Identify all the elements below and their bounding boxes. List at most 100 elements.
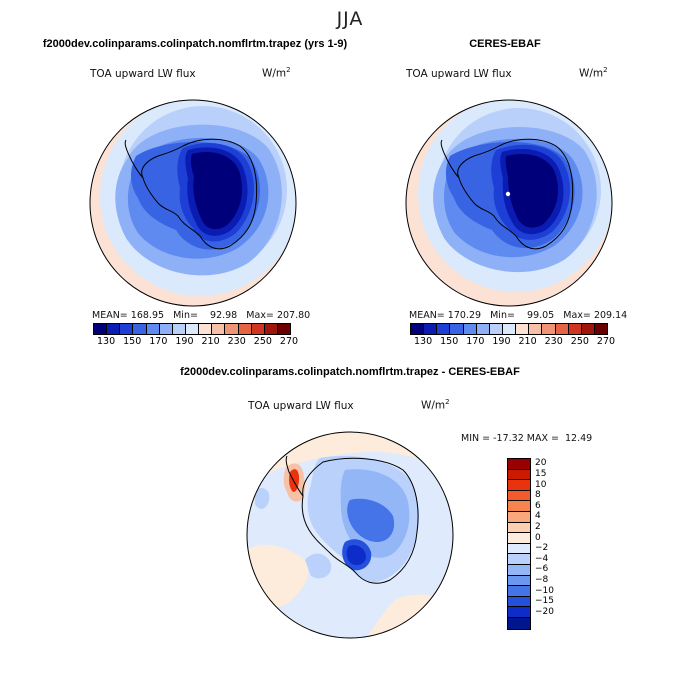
model-colorbar-tick-label: 190 bbox=[175, 336, 194, 347]
model-colorbar-swatch-0 bbox=[94, 324, 108, 334]
diff-colorbar-swatch-7 bbox=[508, 533, 530, 544]
obs-subtitle: TOA upward LW flux bbox=[406, 68, 512, 80]
diff-colorbar-swatch-13 bbox=[508, 596, 530, 608]
diff-neg-southwest bbox=[305, 553, 332, 579]
obs-colorbar-swatch-9 bbox=[529, 324, 543, 334]
model-colorbar-swatch-11 bbox=[238, 324, 252, 334]
diff-units: W/m2 bbox=[421, 398, 450, 412]
model-colorbar-tick-label: 130 bbox=[96, 336, 116, 347]
obs-colorbar-swatch-0 bbox=[411, 324, 425, 334]
diff-colorbar-swatch-6 bbox=[508, 522, 530, 534]
diff-colorbar-tick-label: −4 bbox=[535, 553, 549, 564]
model-colorbar-tick-label: 170 bbox=[149, 336, 168, 347]
obs-min-marker bbox=[505, 191, 511, 197]
diff-colorbar-tick-label: −8 bbox=[535, 574, 549, 585]
obs-polar-map bbox=[405, 99, 613, 307]
obs-colorbar-tick-label: 250 bbox=[570, 336, 589, 347]
obs-colorbar-swatch-5 bbox=[476, 324, 490, 334]
diff-colorbar-swatch-9 bbox=[508, 554, 530, 565]
obs-colorbar-ticks: 130 150 170 190 210 230 250 270 bbox=[410, 336, 615, 350]
diff-colorbar-swatch-15 bbox=[508, 617, 530, 629]
model-panel-title: f2000dev.colinparams.colinpatch.nomflrtm… bbox=[42, 38, 348, 50]
obs-colorbar-swatch-11 bbox=[555, 324, 569, 334]
obs-contour-120 bbox=[505, 154, 559, 228]
obs-colorbar-tick-label: 150 bbox=[440, 336, 459, 347]
obs-map-border bbox=[405, 99, 613, 307]
obs-colorbar-tick-label: 170 bbox=[466, 336, 485, 347]
model-colorbar-swatch-7 bbox=[185, 324, 200, 334]
model-colorbar-swatch-5 bbox=[159, 324, 173, 334]
obs-colorbar-tick-label: 130 bbox=[413, 336, 433, 347]
diff-colorbar-swatch-5 bbox=[508, 511, 530, 523]
model-colorbar-tick-label: 270 bbox=[279, 336, 299, 347]
model-colorbar bbox=[93, 323, 291, 335]
diff-colorbar-tick-label: −6 bbox=[535, 564, 549, 575]
model-colorbar-swatch-12 bbox=[251, 324, 265, 334]
model-colorbar-tick-label: 150 bbox=[123, 336, 142, 347]
model-colorbar-swatch-1 bbox=[107, 324, 121, 334]
diff-colorbar-tick-label: 8 bbox=[535, 490, 541, 501]
obs-colorbar-swatch-13 bbox=[581, 324, 595, 334]
model-units: W/m2 bbox=[262, 66, 291, 80]
diff-colorbar-ticks: 20 15 10 8 6 4 2 0 −2 −4 −6 −8 −10 −15 −20 bbox=[535, 458, 575, 630]
diff-peninsula-coastline bbox=[285, 455, 304, 497]
diff-colorbar-tick-label: 15 bbox=[535, 468, 547, 479]
diff-colorbar-tick-label: −2 bbox=[535, 543, 549, 554]
figure-title: JJA bbox=[336, 8, 364, 30]
model-peninsula-coastline bbox=[124, 139, 144, 179]
model-contour-120 bbox=[190, 152, 243, 230]
obs-colorbar-swatch-6 bbox=[489, 324, 503, 334]
diff-antarctica-coastline bbox=[301, 457, 419, 584]
diff-colorbar-swatch-8 bbox=[508, 543, 530, 555]
diff-colorbar-tick-label: 10 bbox=[535, 479, 547, 490]
diff-neg-west bbox=[255, 488, 270, 509]
obs-colorbar-swatch-14 bbox=[594, 324, 608, 334]
model-colorbar-tick-label: 250 bbox=[253, 336, 272, 347]
diff-subtitle: TOA upward LW flux bbox=[248, 400, 354, 412]
model-stats: MEAN= 168.95 Min= 92.98 Max= 207.80 bbox=[92, 310, 311, 321]
obs-units: W/m2 bbox=[579, 66, 608, 80]
diff-colorbar-swatch-10 bbox=[508, 564, 530, 576]
obs-colorbar-tick-label: 190 bbox=[492, 336, 511, 347]
diff-colorbar-tick-label: 6 bbox=[535, 500, 541, 511]
diff-colorbar-swatch-3 bbox=[508, 490, 530, 502]
diff-colorbar-tick-label: −10 bbox=[535, 585, 554, 596]
diff-polar-map bbox=[246, 431, 454, 639]
diff-colorbar-tick-label: 2 bbox=[535, 521, 541, 532]
diff-colorbar-tick-label: 20 bbox=[535, 458, 547, 469]
model-colorbar-tick-label: 210 bbox=[201, 336, 220, 347]
model-colorbar-swatch-10 bbox=[225, 324, 239, 334]
obs-peninsula-coastline bbox=[440, 139, 460, 179]
diff-stats: MIN = -17.32 MAX = 12.49 bbox=[461, 433, 593, 444]
obs-colorbar bbox=[410, 323, 608, 335]
model-colorbar-tick-label: 230 bbox=[227, 336, 246, 347]
model-colorbar-swatch-2 bbox=[120, 324, 134, 334]
diff-min-ross bbox=[346, 545, 366, 566]
model-colorbar-swatch-6 bbox=[172, 324, 186, 334]
model-colorbar-swatch-4 bbox=[146, 324, 160, 334]
obs-colorbar-tick-label: 230 bbox=[544, 336, 563, 347]
model-subtitle: TOA upward LW flux bbox=[90, 68, 196, 80]
obs-stats: MEAN= 170.29 Min= 99.05 Max= 209.14 bbox=[409, 310, 628, 321]
diff-colorbar-swatch-4 bbox=[508, 501, 530, 512]
model-colorbar-ticks: 130 150 170 190 210 230 250 270 bbox=[93, 336, 298, 350]
diff-colorbar bbox=[507, 458, 531, 630]
diff-colorbar-tick-label: −15 bbox=[535, 596, 554, 607]
diff-colorbar-swatch-11 bbox=[508, 575, 530, 587]
model-polar-map bbox=[89, 99, 297, 307]
diff-colorbar-swatch-2 bbox=[508, 480, 530, 491]
diff-colorbar-tick-label: 4 bbox=[535, 511, 541, 522]
diff-panel-title: f2000dev.colinparams.colinpatch.nomflrtm… bbox=[180, 366, 520, 378]
diff-map-border bbox=[246, 431, 454, 639]
model-colorbar-swatch-13 bbox=[264, 324, 278, 334]
diff-colorbar-tick-label: 0 bbox=[535, 532, 541, 543]
diff-colorbar-swatch-0 bbox=[508, 459, 530, 470]
obs-colorbar-swatch-3 bbox=[450, 324, 464, 334]
obs-colorbar-swatch-2 bbox=[437, 324, 451, 334]
obs-colorbar-swatch-1 bbox=[424, 324, 438, 334]
model-colorbar-swatch-8 bbox=[199, 324, 213, 334]
obs-colorbar-tick-label: 270 bbox=[596, 336, 616, 347]
obs-antarctica-coastline bbox=[457, 138, 574, 250]
obs-colorbar-swatch-4 bbox=[463, 324, 477, 334]
diff-colorbar-swatch-1 bbox=[508, 469, 530, 481]
